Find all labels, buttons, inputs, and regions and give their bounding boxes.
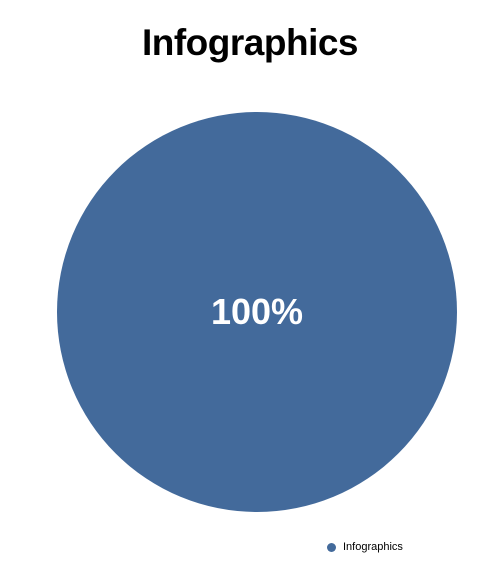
slice-label-0: 100% <box>211 291 303 332</box>
legend-swatch <box>327 542 336 552</box>
legend-label: Infographics <box>343 541 403 553</box>
chart-title: Infographics <box>141 22 359 63</box>
legend: Infographics <box>327 541 403 553</box>
pie-slice-0 <box>57 112 457 512</box>
